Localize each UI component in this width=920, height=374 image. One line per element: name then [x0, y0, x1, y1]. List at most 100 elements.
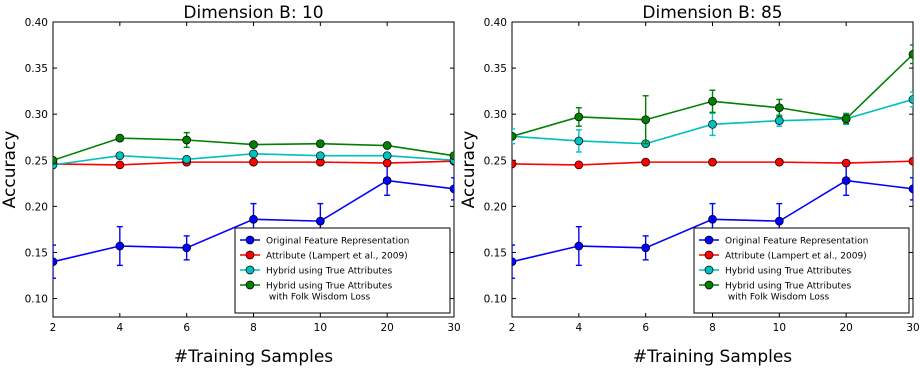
- legend-entry: Original Feature Representation: [699, 235, 868, 247]
- y-tick-label: 0.35: [484, 63, 507, 75]
- y-tick-label: 0.40: [484, 17, 507, 29]
- x-axis-label: #Training Samples: [633, 347, 792, 367]
- y-tick-label: 0.15: [25, 247, 48, 259]
- data-point: [182, 243, 192, 253]
- series-1: [53, 165, 454, 279]
- y-axis-label: Accuracy: [0, 131, 20, 209]
- series-4: [53, 131, 454, 165]
- series-2: [53, 156, 454, 170]
- legend-label: Attribute (Lampert et al., 2009): [266, 252, 408, 262]
- legend-entry: Attribute (Lampert et al., 2009): [699, 250, 867, 262]
- x-tick-label: 4: [575, 322, 582, 334]
- data-point: [841, 114, 851, 124]
- legend-label: Hybrid using True Attributes: [725, 267, 851, 277]
- x-tick-label: 30: [447, 322, 460, 334]
- y-tick-label: 0.15: [484, 247, 507, 259]
- legend: Original Feature Representation Attribute…: [234, 227, 451, 314]
- y-tick-label: 0.10: [484, 294, 507, 306]
- x-tick-label: 8: [250, 322, 257, 334]
- data-point: [182, 155, 192, 164]
- y-tick-label: 0.20: [484, 201, 507, 213]
- x-tick-label: 8: [709, 322, 716, 334]
- data-point: [574, 241, 584, 251]
- legend-label-line: with Folk Wisdom Loss: [266, 293, 371, 303]
- data-point: [249, 214, 258, 224]
- data-point: [574, 112, 584, 122]
- y-tick-label: 0.10: [25, 294, 48, 306]
- y-tick-label: 0.20: [25, 201, 48, 213]
- data-point: [115, 160, 125, 170]
- data-point: [574, 136, 584, 146]
- data-point: [708, 96, 717, 106]
- x-tick-label: 20: [839, 322, 852, 334]
- legend-box: [693, 227, 910, 314]
- legend-label: Hybrid using True Attributes with Folk W…: [266, 282, 392, 303]
- legend-swatch-marker: [245, 235, 255, 245]
- data-point: [641, 115, 651, 125]
- data-point: [774, 216, 784, 226]
- data-point: [512, 159, 517, 169]
- data-point: [382, 158, 392, 168]
- legend-label: Attribute (Lampert et al., 2009): [725, 252, 867, 262]
- data-point: [315, 216, 325, 226]
- legend-label-line: Original Feature Representation: [266, 237, 409, 247]
- legend-label-line: Attribute (Lampert et al., 2009): [725, 252, 867, 262]
- legend-label-line: with Folk Wisdom Loss: [725, 293, 830, 303]
- data-point: [249, 157, 258, 167]
- data-point: [115, 151, 125, 161]
- legend-label: Hybrid using True Attributes with Folk W…: [725, 282, 851, 303]
- legend-label-line: Hybrid using True Attributes: [725, 267, 851, 277]
- data-point: [641, 243, 651, 253]
- data-point: [841, 176, 851, 185]
- data-point: [382, 176, 392, 185]
- legend-swatch-marker: [704, 280, 714, 290]
- x-tick-label: 2: [50, 322, 57, 334]
- legend-label-line: Hybrid using True Attributes: [266, 282, 392, 292]
- data-point: [382, 141, 392, 150]
- legend-entry: Attribute (Lampert et al., 2009): [240, 250, 408, 262]
- x-axis-label: #Training Samples: [174, 347, 333, 367]
- legend-label: Original Feature Representation: [266, 237, 409, 247]
- legend-label: Original Feature Representation: [725, 237, 868, 247]
- data-point: [574, 160, 584, 170]
- legend-swatch-marker: [704, 250, 714, 260]
- y-tick-label: 0.25: [484, 155, 507, 167]
- x-tick-label: 20: [380, 322, 393, 334]
- data-point: [708, 157, 717, 167]
- data-point: [774, 116, 784, 125]
- legend-label: Hybrid using True Attributes: [266, 267, 392, 277]
- data-point: [115, 241, 125, 251]
- chart-title: Dimension B: 10: [183, 3, 323, 23]
- data-point: [908, 184, 913, 194]
- data-point: [512, 131, 517, 141]
- data-point: [512, 257, 517, 267]
- data-point: [249, 149, 258, 159]
- chart-title: Dimension B: 85: [642, 3, 782, 23]
- data-point: [115, 133, 125, 143]
- legend-label-line: Original Feature Representation: [725, 237, 868, 247]
- x-tick-label: 4: [116, 322, 123, 334]
- legend-entry: Hybrid using True Attributes with Folk W…: [240, 280, 392, 303]
- x-tick-label: 30: [906, 322, 919, 334]
- y-tick-label: 0.35: [25, 63, 48, 75]
- data-point: [641, 157, 651, 167]
- data-point: [908, 156, 913, 166]
- data-point: [182, 135, 192, 145]
- data-point: [249, 140, 258, 149]
- x-tick-label: 10: [773, 322, 786, 334]
- legend-entry: Original Feature Representation: [240, 235, 409, 247]
- x-tick-label: 6: [183, 322, 190, 334]
- y-tick-label: 0.30: [484, 109, 507, 121]
- series-2: [512, 156, 913, 170]
- data-point: [841, 158, 851, 168]
- data-point: [53, 257, 58, 267]
- data-point: [382, 151, 392, 161]
- y-tick-label: 0.40: [25, 17, 48, 29]
- y-tick-label: 0.30: [25, 109, 48, 121]
- series-4: [512, 44, 913, 145]
- data-point: [53, 155, 58, 165]
- data-point: [449, 184, 454, 194]
- data-point: [449, 151, 454, 161]
